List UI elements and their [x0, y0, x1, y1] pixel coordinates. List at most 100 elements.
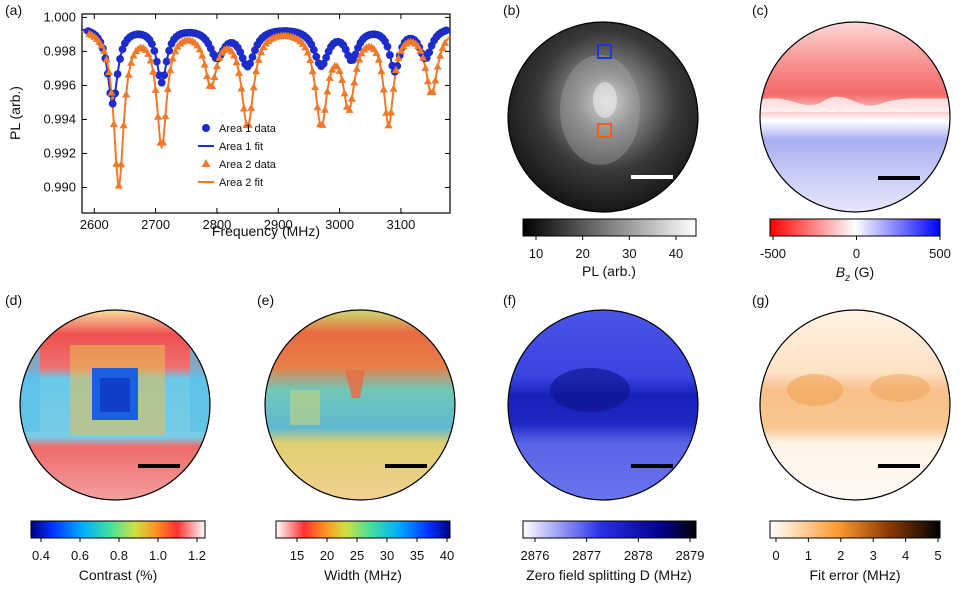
map-fit-error — [759, 309, 951, 501]
area2-data-point — [335, 66, 344, 74]
colorbar-pl: 10 20 30 40 PL (arb.) — [522, 218, 697, 279]
area1-data-point — [160, 71, 169, 80]
colorbar-tick-label: 40 — [669, 246, 683, 261]
y-axis-title: PL (arb.) — [7, 86, 23, 140]
legend-marker-area1-data — [202, 124, 210, 132]
area2-data-point — [107, 88, 116, 96]
x-tick-label: 2900 — [264, 217, 293, 232]
area2-data-point — [428, 87, 437, 95]
x-tick-label: 2700 — [141, 217, 170, 232]
area2-data-point — [158, 138, 167, 146]
legend-marker-area2-data — [201, 159, 211, 167]
colorbar-tick-label: 10 — [529, 246, 543, 261]
x-tick-label: 2600 — [80, 217, 109, 232]
legend: Area 1 data Area 1 fit Area 2 data Area … — [198, 123, 277, 189]
legend-label-area2-data: Area 2 data — [219, 159, 277, 171]
panel-label-g: (g) — [752, 292, 769, 308]
x-tick-label: 3000 — [325, 217, 354, 232]
area1-data-point — [113, 70, 122, 79]
area2-data-point — [203, 71, 212, 80]
area2-data-point — [146, 56, 155, 64]
area2-data-point — [151, 85, 160, 93]
area1-data-point — [385, 51, 394, 59]
area2-data-point — [320, 105, 329, 113]
area2-data-point — [161, 112, 170, 120]
legend-label-area1-fit: Area 1 fit — [219, 141, 263, 153]
area2-data-point — [357, 49, 366, 57]
area1-data-point — [425, 48, 434, 57]
area2-data-point — [389, 84, 398, 92]
area2-data-point — [421, 63, 430, 72]
map-outline — [264, 309, 456, 501]
colorbar-tick-label: 2877 — [572, 548, 601, 563]
colorbar-tick-label: 5 — [934, 548, 941, 563]
area2-box — [597, 123, 612, 138]
area2-data-point — [303, 48, 312, 56]
area2-data-point — [374, 55, 383, 63]
area1-data-point — [148, 40, 156, 48]
area2-data-point — [379, 85, 388, 93]
map-zero-field-splitting — [507, 309, 699, 501]
colorbar-tick-label: 30 — [622, 246, 636, 261]
colorbar-contrast: 0.4 0.6 0.8 1.0 1.2 Contrast (%) — [30, 520, 206, 583]
area2-data-point — [114, 181, 123, 189]
area2-data-point — [163, 84, 172, 92]
area2-data-point — [149, 67, 158, 75]
colorbar-zero-field-splitting: 2876 2877 2878 2879 Zero field splitting D … — [521, 520, 705, 583]
area2-data-point — [230, 51, 239, 59]
area1-data-point — [351, 50, 360, 59]
area2-data-point — [377, 67, 386, 75]
panel-label-b: (b) — [503, 2, 520, 18]
colorbar-label: Zero field splitting D (MHz) — [526, 567, 692, 583]
area1-data-point — [116, 55, 124, 63]
area2-data-point — [313, 103, 322, 111]
area2-data-point — [198, 51, 207, 59]
area2-data-point — [441, 38, 450, 46]
area2-data-point — [104, 68, 113, 76]
colorbar-tick-label: 0.6 — [71, 548, 89, 563]
area2-data-point — [306, 55, 315, 64]
area2-data-point — [215, 53, 224, 61]
area2-data-point — [252, 66, 261, 75]
area2-data-point — [328, 65, 337, 73]
colorbar-tick-label: -500 — [760, 246, 786, 261]
area2-data-point — [144, 49, 153, 57]
panel-label-a: (a) — [5, 2, 22, 18]
area2-data-point — [112, 159, 121, 167]
colorbar-label: Bz (G) — [836, 264, 874, 284]
colorbar-tick-label: 20 — [575, 246, 589, 261]
colorbar-tick-label: 15 — [290, 548, 304, 563]
colorbar-label: Fit error (MHz) — [810, 567, 901, 583]
area2-data-point — [208, 81, 217, 90]
area2-data-point — [195, 45, 204, 53]
panel-label-e: (e) — [257, 292, 274, 308]
area2-data-point — [372, 48, 381, 56]
legend-label-area2-fit: Area 2 fit — [219, 177, 263, 189]
colorbar-fit-error: 0 1 2 3 4 5 Fit error (MHz) — [769, 520, 942, 583]
area2-data-point — [431, 76, 440, 84]
spectrum-chart: 2600 2700 2800 2900 3000 3100 1.000 0.998 0.996 0… — [7, 9, 451, 239]
colorbar-tick-label: 30 — [380, 548, 394, 563]
map-width — [264, 309, 456, 501]
area2-data-point — [109, 119, 118, 128]
area1-box — [597, 44, 612, 59]
colorbar-bz: -500 0 500 Bz (G) — [760, 218, 951, 284]
colorbar-tick-label: 1.2 — [188, 548, 206, 563]
area2-data-point — [301, 43, 310, 51]
colorbar-tick-label: 35 — [410, 548, 424, 563]
area2-data-point — [249, 83, 258, 91]
area2-data-point — [438, 43, 447, 52]
area1-data-point — [150, 46, 159, 55]
area2-data-point — [124, 70, 133, 78]
area2-data-point — [423, 77, 432, 85]
x-tick-label: 2800 — [202, 217, 231, 232]
colorbar-tick-label: 2879 — [676, 548, 705, 563]
map-outline — [507, 21, 699, 213]
colorbar-tick-label: 2876 — [521, 548, 550, 563]
y-tick-label: 0.994 — [43, 111, 76, 126]
colorbar-tick-label: 1 — [805, 548, 812, 563]
area2-data-point — [237, 84, 246, 92]
area1-data-point — [157, 78, 166, 87]
map-pl — [507, 21, 699, 213]
